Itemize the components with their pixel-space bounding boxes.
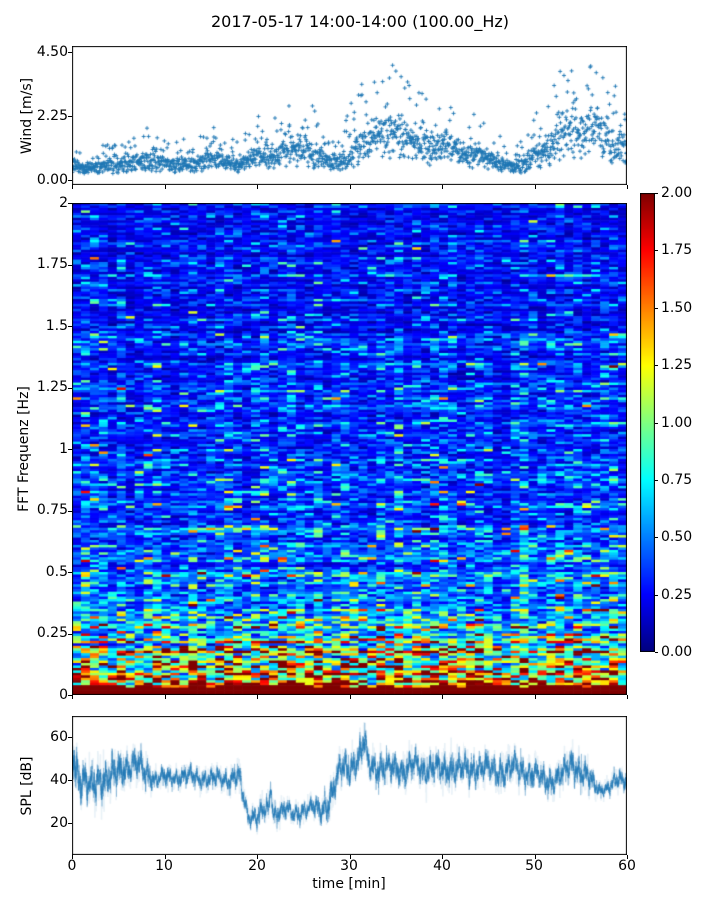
cbar-tick-1: 1.75 [661, 242, 693, 258]
spec-ytick-5: 0.75 [36, 502, 68, 518]
tick-mark [655, 480, 658, 481]
tick-mark [68, 695, 72, 696]
x-axis-label: time [min] [312, 876, 386, 892]
tick-mark [655, 595, 658, 596]
wind-scatter-canvas [72, 46, 627, 185]
wind-ytick-1: 2.25 [36, 108, 68, 124]
spec-ytick-2: 1.5 [45, 318, 68, 334]
tick-mark [72, 695, 73, 699]
fft-spectrogram-canvas [72, 203, 627, 695]
cbar-tick-5: 0.75 [661, 472, 693, 488]
tick-mark [68, 116, 72, 117]
spl-ytick-1: 40 [50, 772, 68, 788]
tick-mark [350, 695, 351, 699]
tick-mark [655, 308, 658, 309]
tick-mark [68, 511, 72, 512]
cbar-tick-2: 1.50 [661, 300, 693, 316]
tick-mark [655, 652, 658, 653]
tick-mark [68, 326, 72, 327]
tick-mark [627, 185, 628, 189]
figure-title: 2017-05-17 14:00-14:00 (100.00_Hz) [210, 12, 510, 31]
tick-mark [68, 737, 72, 738]
tick-mark [535, 855, 536, 859]
tick-mark [68, 449, 72, 450]
tick-mark [655, 537, 658, 538]
tick-mark [350, 855, 351, 859]
tick-mark [72, 185, 73, 189]
tick-mark [350, 185, 351, 189]
tick-mark [68, 634, 72, 635]
spec-ylabel: FFT Frequenz [Hz] [16, 386, 32, 512]
spec-ytick-0: 2 [59, 195, 68, 211]
cbar-tick-7: 0.25 [661, 587, 693, 603]
tick-mark [68, 265, 72, 266]
tick-mark [655, 250, 658, 251]
tick-mark [165, 695, 166, 699]
tick-mark [257, 185, 258, 189]
tick-mark [442, 185, 443, 189]
spl-ytick-2: 60 [50, 729, 68, 745]
cbar-tick-4: 1.00 [661, 415, 693, 431]
tick-mark [535, 185, 536, 189]
spl-xtick-3: 30 [340, 858, 358, 874]
tick-mark [165, 185, 166, 189]
cbar-tick-6: 0.50 [661, 529, 693, 545]
tick-mark [535, 695, 536, 699]
wind-ytick-0: 0.00 [36, 172, 68, 188]
tick-mark [68, 180, 72, 181]
spl-xtick-5: 50 [525, 858, 543, 874]
spl-ytick-0: 20 [50, 815, 68, 831]
spec-ytick-8: 0 [59, 687, 68, 703]
tick-mark [442, 855, 443, 859]
wind-ylabel: Wind [m/s] [19, 77, 35, 155]
wind-ytick-2: 4.50 [36, 44, 68, 60]
tick-mark [655, 423, 658, 424]
spl-xtick-1: 10 [155, 858, 173, 874]
tick-mark [655, 365, 658, 366]
spec-ytick-7: 0.25 [36, 625, 68, 641]
tick-mark [627, 855, 628, 859]
tick-mark [68, 388, 72, 389]
tick-mark [655, 193, 658, 194]
spl-ylabel: SPL [dB] [19, 756, 35, 816]
spl-xtick-4: 40 [433, 858, 451, 874]
tick-mark [68, 572, 72, 573]
spec-ytick-6: 0.5 [45, 564, 68, 580]
spec-ytick-3: 1.25 [36, 379, 68, 395]
spl-xtick-6: 60 [618, 858, 636, 874]
cbar-tick-0: 2.00 [661, 185, 693, 201]
tick-mark [257, 695, 258, 699]
spec-ytick-1: 1.75 [36, 256, 68, 272]
tick-mark [68, 823, 72, 824]
tick-mark [257, 855, 258, 859]
spec-ytick-4: 1 [59, 441, 68, 457]
tick-mark [68, 52, 72, 53]
spl-xtick-2: 20 [248, 858, 266, 874]
tick-mark [72, 855, 73, 859]
tick-mark [442, 695, 443, 699]
cbar-tick-8: 0.00 [661, 644, 693, 660]
spl-xtick-0: 0 [67, 858, 77, 874]
cbar-tick-3: 1.25 [661, 357, 693, 373]
tick-mark [165, 855, 166, 859]
tick-mark [68, 780, 72, 781]
tick-mark [68, 203, 72, 204]
spl-line-canvas [72, 716, 627, 855]
colorbar-canvas [640, 193, 655, 652]
tick-mark [627, 695, 628, 699]
